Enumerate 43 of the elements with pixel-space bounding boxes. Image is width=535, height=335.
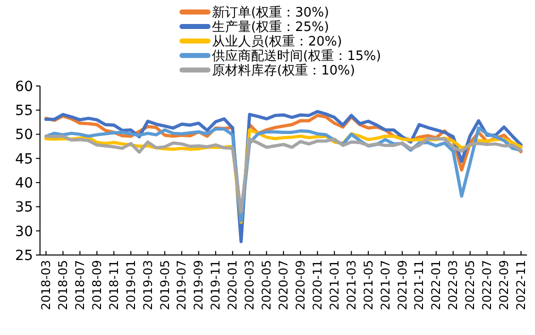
legend-label: 生产量(权重：25%) (212, 20, 330, 36)
y-tick-label: 60 (15, 78, 33, 95)
x-tick-label: 2021-11 (412, 260, 426, 310)
legend-label: 供应商配送时间(权重：15%) (212, 48, 382, 64)
x-tick-label: 2020-05 (260, 260, 274, 310)
x-tick-label: 2018-05 (56, 260, 70, 310)
x-tick-label: 2022-09 (497, 260, 512, 310)
x-tick-label: 2020-01 (226, 260, 240, 310)
y-tick-label: 25 (15, 248, 33, 264)
x-tick-label: 2022-01 (429, 260, 444, 310)
x-tick-label: 2021-01 (327, 260, 342, 310)
y-tick-label: 55 (15, 103, 33, 120)
y-tick-label: 30 (15, 224, 33, 240)
x-tick-label: 2022-05 (463, 260, 478, 310)
x-tick-label: 2019-03 (140, 260, 155, 310)
x-tick-label: 2019-01 (124, 260, 138, 310)
x-tick-label: 2021-09 (395, 260, 410, 310)
x-tick-label: 2020-11 (310, 260, 324, 310)
legend-label: 从业人员(权重：20%) (212, 34, 342, 50)
x-tick-label: 2021-07 (378, 260, 392, 310)
x-tick-label: 2018-03 (39, 260, 53, 310)
legend-label: 新订单(权重：30%) (212, 6, 330, 21)
x-tick-label: 2020-03 (242, 260, 257, 310)
y-tick-label: 40 (15, 175, 33, 192)
y-tick-label: 35 (15, 200, 33, 216)
x-tick-label: 2022-07 (480, 260, 494, 310)
line-series (44, 134, 523, 214)
x-tick-label: 2020-09 (293, 260, 308, 310)
x-tick-label: 2019-05 (158, 260, 172, 310)
legend-label: 原材料库存(权重：10%) (212, 64, 356, 79)
x-tick-label: 2018-07 (72, 260, 87, 310)
x-tick-label: 2018-09 (90, 260, 104, 310)
x-tick-label: 2022-11 (514, 260, 528, 310)
x-tick-label: 2019-09 (192, 260, 206, 310)
x-tick-label: 2018-11 (106, 260, 121, 310)
x-tick-label: 2020-07 (276, 260, 290, 310)
x-tick-label: 2019-11 (208, 260, 223, 310)
x-tick-label: 2021-03 (344, 260, 358, 310)
y-tick-label: 50 (15, 127, 33, 144)
x-tick-label: 2021-05 (361, 260, 376, 310)
y-tick-label: 45 (15, 151, 33, 168)
x-tick-label: 2022-03 (446, 260, 460, 310)
x-tick-label: 2019-07 (174, 260, 189, 310)
